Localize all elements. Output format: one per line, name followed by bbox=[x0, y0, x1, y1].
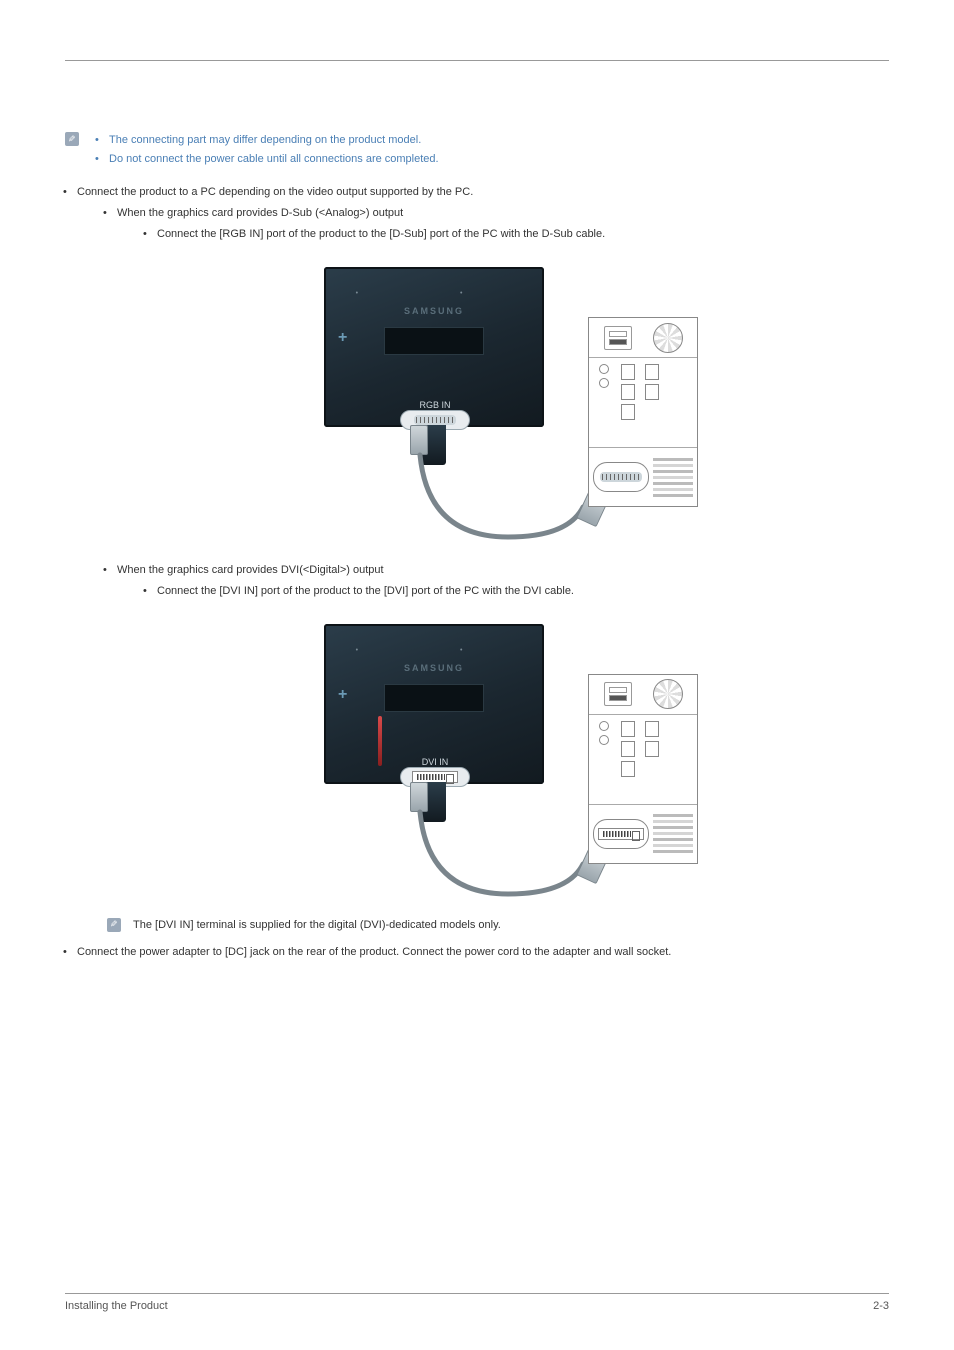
intro-item: Connect the product to a PC depending on… bbox=[59, 182, 889, 934]
top-rule bbox=[65, 60, 889, 61]
expansion-slots-icon bbox=[653, 454, 693, 500]
page-footer: Installing the Product 2-3 bbox=[65, 1293, 889, 1312]
dvi-note-block: The [DVI IN] terminal is supplied for th… bbox=[107, 917, 889, 935]
dvi-heading-text: When the graphics card provides DVI(<Dig… bbox=[117, 564, 384, 576]
figure-dvi: • • + DVI IN bbox=[308, 614, 698, 899]
monitor: • • + DVI IN bbox=[324, 624, 544, 784]
cable bbox=[408, 794, 608, 914]
top-note-list: The connecting part may differ depending… bbox=[91, 131, 439, 168]
dvi-note-text: The [DVI IN] terminal is supplied for th… bbox=[133, 917, 501, 935]
pc-io-row bbox=[589, 715, 697, 805]
pc-slot-icon bbox=[604, 682, 632, 706]
dvi-step: Connect the [DVI IN] port of the product… bbox=[139, 581, 889, 602]
footer-right: 2-3 bbox=[873, 1300, 889, 1312]
stylus-icon bbox=[378, 716, 382, 766]
monitor-cross-icon: + bbox=[338, 680, 347, 710]
dvi-steps: Connect the [DVI IN] port of the product… bbox=[139, 581, 889, 602]
power-item: Connect the power adapter to [DC] jack o… bbox=[59, 942, 889, 963]
footer-left: Installing the Product bbox=[65, 1300, 168, 1312]
pc-slot-icon bbox=[604, 326, 632, 350]
note-icon bbox=[107, 918, 121, 932]
monitor-cross-icon: + bbox=[338, 323, 347, 353]
dsub-heading: When the graphics card provides D-Sub (<… bbox=[99, 203, 889, 542]
pc-io-row bbox=[589, 358, 697, 448]
fan-icon bbox=[653, 679, 683, 709]
pc-dvi-port bbox=[593, 819, 649, 849]
dvi-heading: When the graphics card provides DVI(<Dig… bbox=[99, 560, 889, 899]
note-item: The connecting part may differ depending… bbox=[91, 131, 439, 150]
sub-list: When the graphics card provides D-Sub (<… bbox=[99, 203, 889, 899]
top-note-block: The connecting part may differ depending… bbox=[65, 131, 889, 168]
cable bbox=[408, 437, 608, 557]
vga-connector-icon bbox=[600, 472, 642, 482]
monitor-dots: • • bbox=[324, 287, 544, 300]
pc-back-panel bbox=[588, 317, 698, 507]
dsub-step: Connect the [RGB IN] port of the product… bbox=[139, 224, 889, 245]
expansion-slots-icon bbox=[653, 811, 693, 857]
pc-top-row bbox=[589, 318, 697, 358]
monitor-back-strip bbox=[384, 327, 484, 355]
fan-icon bbox=[653, 323, 683, 353]
note-item: Do not connect the power cable until all… bbox=[91, 150, 439, 169]
pc-vga-port bbox=[593, 462, 649, 492]
dsub-heading-text: When the graphics card provides D-Sub (<… bbox=[117, 207, 403, 219]
monitor: • • + RGB IN bbox=[324, 267, 544, 427]
monitor-dots: • • bbox=[324, 644, 544, 657]
dsub-steps: Connect the [RGB IN] port of the product… bbox=[139, 224, 889, 245]
pc-top-row bbox=[589, 675, 697, 715]
pc-card-row bbox=[589, 805, 697, 863]
intro-text: Connect the product to a PC depending on… bbox=[77, 186, 473, 198]
main-list: Connect the product to a PC depending on… bbox=[59, 182, 889, 963]
dvi-connector-icon bbox=[598, 828, 644, 840]
monitor-back-strip bbox=[384, 684, 484, 712]
figure-rgb: • • + RGB IN bbox=[308, 257, 698, 542]
pc-back-panel bbox=[588, 674, 698, 864]
vga-connector-icon bbox=[414, 415, 456, 425]
pc-card-row bbox=[589, 448, 697, 506]
note-icon bbox=[65, 132, 79, 146]
